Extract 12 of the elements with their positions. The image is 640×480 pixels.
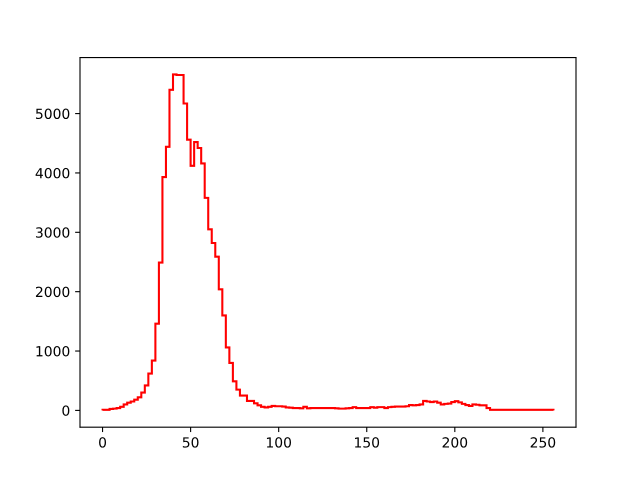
x-tick-label: 250 (530, 437, 556, 448)
y-tick-label: 2000 (36, 286, 70, 298)
y-tick-label: 1000 (36, 346, 70, 357)
x-tick-label: 150 (355, 437, 380, 448)
x-tick-label: 50 (182, 437, 199, 448)
y-tick-label: 4000 (36, 168, 70, 178)
x-tick-label: 0 (99, 437, 106, 448)
y-tick-label: 0 (62, 405, 70, 416)
x-tick-label: 200 (442, 437, 468, 448)
y-tick-label: 3000 (36, 227, 70, 238)
y-tick-label: 5000 (36, 108, 70, 120)
x-tick-label: 100 (266, 437, 292, 448)
